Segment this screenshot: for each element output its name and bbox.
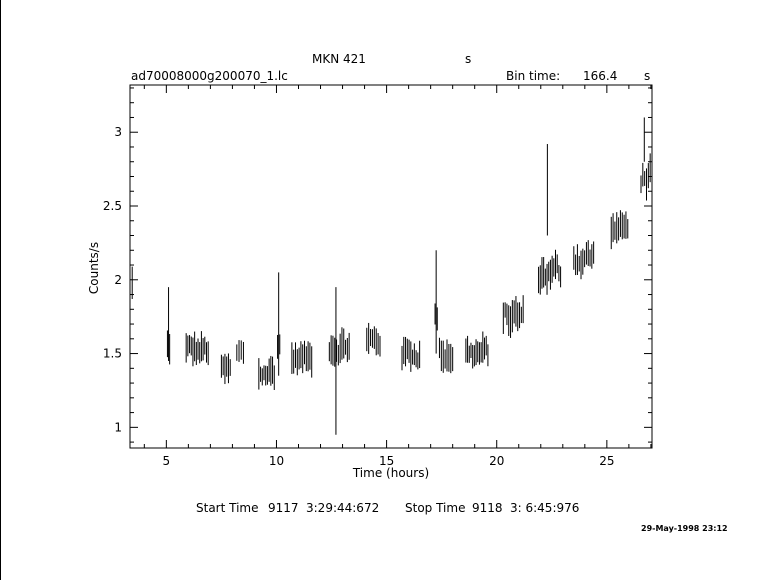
start-day: 9117: [268, 501, 299, 515]
x-tick-label: 20: [489, 454, 504, 468]
bin-time-unit: s: [644, 69, 651, 83]
start-time: 3:29:44:672: [306, 501, 380, 515]
bin-time-value: 166.4: [583, 69, 618, 83]
bin-time-label: Bin time:: [506, 69, 561, 83]
y-tick-label: 2: [114, 273, 122, 287]
x-tick-label: 5: [163, 454, 171, 468]
y-tick-label: 3: [114, 125, 122, 139]
header-mid-unit: s: [465, 52, 472, 66]
stop-time-label: Stop Time: [405, 501, 466, 515]
x-tick-label: 10: [269, 454, 284, 468]
left-edge-rule: [0, 0, 1, 580]
x-tick-label: 15: [379, 454, 394, 468]
stop-time: 3: 6:45:976: [510, 501, 580, 515]
data-points: [129, 117, 653, 435]
plot-frame: [129, 84, 653, 449]
axes: [130, 85, 652, 448]
object-title: MKN 421: [312, 52, 366, 66]
y-axis-label: Counts/s: [87, 242, 101, 294]
y-tick-label: 1.5: [103, 347, 122, 361]
x-tick-label: 25: [599, 454, 614, 468]
plot-timestamp: 29-May-1998 23:12: [641, 524, 728, 533]
x-axis-label: Time (hours): [352, 466, 429, 480]
y-tick-label: 2.5: [103, 199, 122, 213]
start-time-label: Start Time: [196, 501, 259, 515]
stop-day: 9118: [472, 501, 503, 515]
filename-label: ad70008000g200070_1.lc: [131, 69, 288, 83]
y-tick-label: 1: [114, 420, 122, 434]
